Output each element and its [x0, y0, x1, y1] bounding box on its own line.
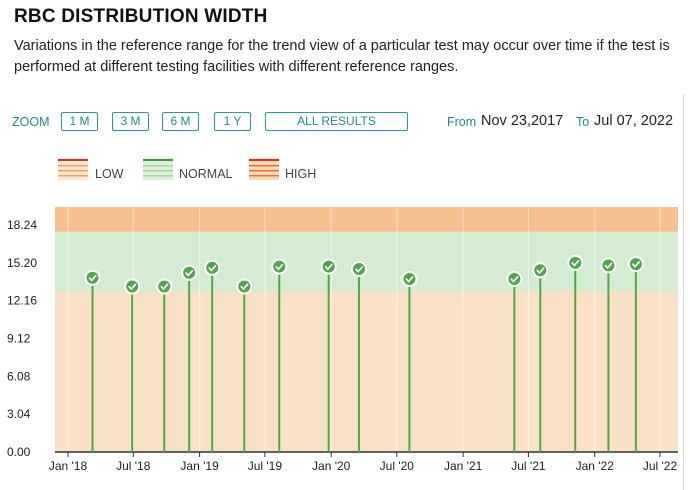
y-tick-label: 12.16: [7, 294, 37, 308]
zoom-6m-button[interactable]: 6 M: [162, 112, 199, 131]
result-point-dot: [183, 266, 196, 279]
result-point-dot: [508, 273, 521, 286]
check-icon: [128, 283, 137, 290]
check-icon: [324, 263, 333, 271]
check-icon: [185, 269, 194, 277]
check-icon: [208, 264, 217, 272]
result-point[interactable]: [156, 278, 173, 295]
check-icon: [355, 266, 364, 273]
zoom-1m-button[interactable]: 1 M: [61, 112, 98, 131]
reference-bands: [55, 207, 678, 452]
check-icon: [405, 276, 414, 283]
check-icon: [160, 283, 169, 290]
result-point-dot: [322, 260, 335, 273]
low-legend-swatch: [58, 158, 88, 180]
zoom-label: ZOOM: [12, 115, 50, 129]
result-point[interactable]: [627, 256, 644, 273]
check-icon: [240, 283, 249, 290]
result-point-dot: [273, 260, 286, 273]
x-tick-label: Jul '21: [511, 459, 546, 473]
y-tick-label: 9.12: [7, 332, 31, 346]
result-point-dot: [534, 264, 547, 277]
result-stems: [91, 262, 637, 452]
zoom-1y-button[interactable]: 1 Y: [214, 112, 251, 131]
y-tick-label: 18.24: [7, 218, 37, 232]
result-point[interactable]: [567, 254, 584, 271]
x-axis-labels: Jan '18 Jul '18 Jan '19 Jul '19 Jan '20 Jul '…: [49, 459, 678, 473]
result-point-dot: [86, 271, 99, 284]
result-point[interactable]: [532, 262, 549, 279]
result-point-dot: [352, 263, 365, 276]
scrollbar-edge: [683, 94, 684, 490]
high-range-band: [55, 207, 678, 232]
result-point-dot: [238, 280, 251, 293]
x-axis: [55, 451, 678, 457]
normal-legend-swatch: [143, 158, 173, 180]
result-point-dot: [206, 261, 219, 274]
x-tick-label: Jan '22: [576, 459, 615, 473]
page-title: RBC DISTRIBUTION WIDTH: [14, 6, 268, 27]
normal-range-band: [55, 231, 678, 292]
zoom-3m-button[interactable]: 3 M: [112, 112, 149, 131]
to-date[interactable]: Jul 07, 2022: [594, 113, 674, 129]
result-point[interactable]: [236, 278, 253, 295]
zoom-all-results-button[interactable]: ALL RESULTS: [265, 112, 408, 131]
y-tick-label: 3.04: [7, 407, 31, 421]
result-point[interactable]: [181, 264, 198, 281]
high-legend-swatch: [249, 158, 279, 180]
result-point[interactable]: [271, 258, 288, 275]
result-point-dot: [569, 256, 582, 269]
check-icon: [604, 262, 613, 269]
y-tick-label: 6.08: [7, 369, 31, 383]
check-icon: [536, 267, 545, 274]
check-icon: [571, 259, 580, 267]
result-point-dot: [126, 280, 139, 293]
x-tick-label: Jul '19: [248, 459, 283, 473]
low-range-band: [55, 291, 678, 452]
x-tick-label: Jan '19: [180, 459, 219, 473]
legend-low-label: LOW: [95, 167, 124, 181]
x-tick-label: Jan '18: [49, 459, 88, 473]
result-point[interactable]: [84, 269, 101, 286]
y-axis-labels: 0.00 3.04 6.08 9.12 12.16 15.20 18.24: [7, 218, 37, 459]
result-point-dot: [602, 259, 615, 272]
result-point[interactable]: [506, 271, 523, 288]
from-label: From: [447, 115, 477, 129]
result-point[interactable]: [401, 271, 418, 288]
result-point[interactable]: [350, 261, 367, 278]
result-point[interactable]: [204, 259, 221, 276]
page-description: Variations in the reference range for th…: [14, 38, 670, 75]
x-tick-label: Jul '20: [380, 459, 415, 473]
y-tick-label: 15.20: [7, 256, 37, 270]
from-date[interactable]: Nov 23,2017: [481, 113, 564, 129]
result-point-dot: [629, 258, 642, 271]
x-tick-label: Jan '20: [312, 459, 351, 473]
to-label: To: [576, 115, 590, 129]
check-icon: [275, 263, 284, 271]
check-icon: [88, 274, 97, 282]
result-point[interactable]: [320, 258, 337, 275]
check-icon: [510, 276, 519, 283]
legend-high-label: HIGH: [285, 167, 317, 181]
result-points[interactable]: [84, 254, 644, 295]
y-tick-label: 0.00: [7, 445, 31, 459]
result-point-dot: [403, 273, 416, 286]
legend-normal-label: NORMAL: [179, 167, 233, 181]
result-point-dot: [158, 280, 171, 293]
check-icon: [631, 261, 640, 268]
x-tick-label: Jan '21: [444, 459, 483, 473]
grid-lines: [67, 207, 661, 452]
result-point[interactable]: [124, 278, 141, 295]
x-tick-label: Jul '22: [643, 459, 678, 473]
x-tick-label: Jul '18: [116, 459, 151, 473]
result-point[interactable]: [600, 257, 617, 274]
